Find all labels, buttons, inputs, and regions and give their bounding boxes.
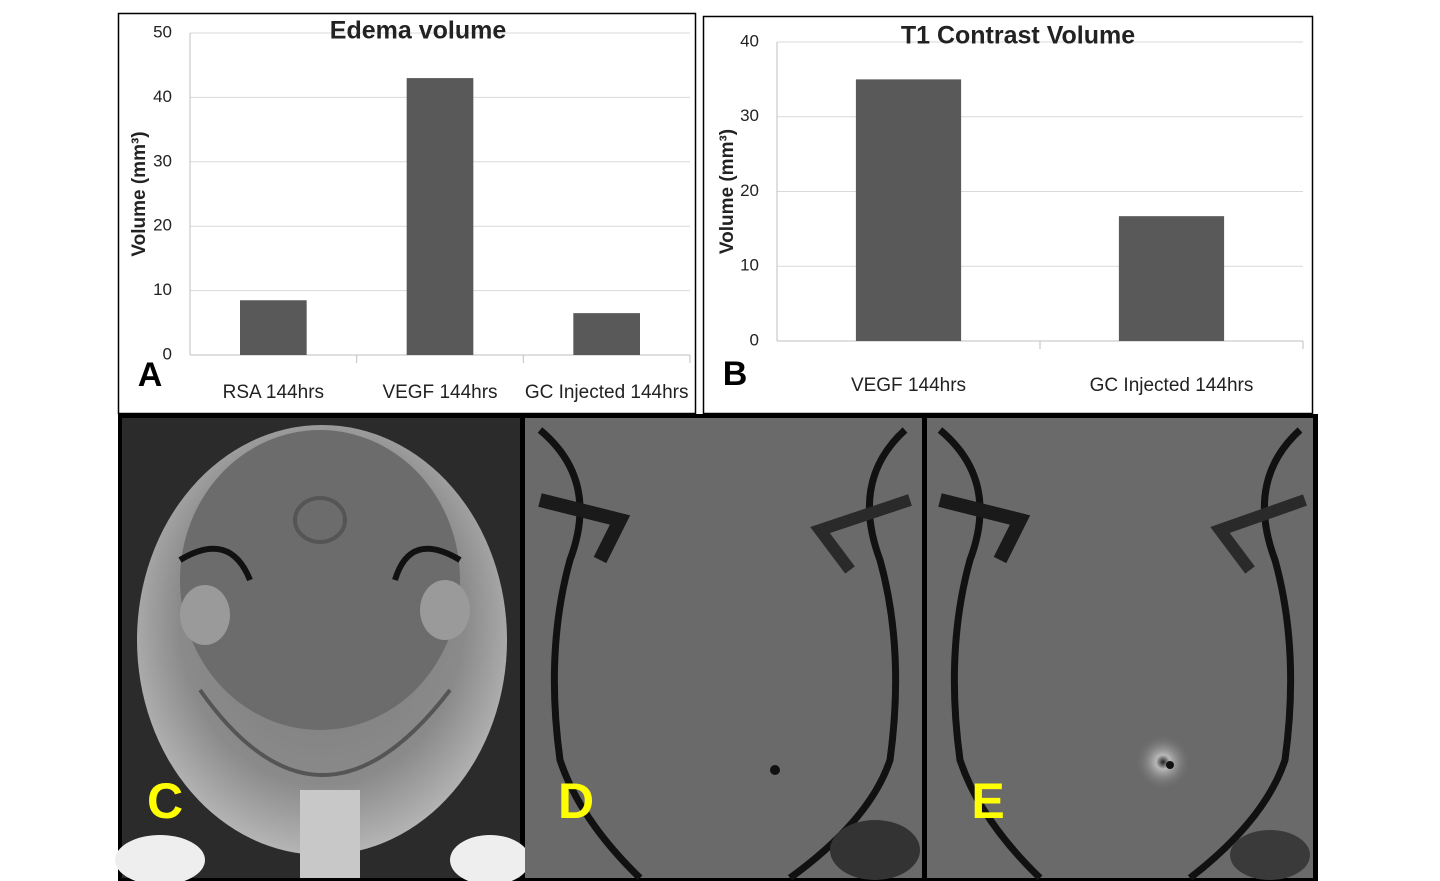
y-tick-label: 10 <box>740 256 759 275</box>
bar <box>406 78 474 355</box>
y-tick-label: 0 <box>750 330 759 349</box>
bar <box>855 79 962 341</box>
panel-label: E <box>971 773 1004 829</box>
panel-label: B <box>723 355 748 393</box>
y-tick-label: 20 <box>740 181 759 200</box>
bar <box>240 300 307 355</box>
y-tick-label: 30 <box>740 106 759 125</box>
x-tick-label: VEGF 144hrs <box>382 382 497 403</box>
y-tick-label: 30 <box>153 151 172 170</box>
panel-frame <box>702 15 1314 415</box>
y-tick-label: 40 <box>740 31 759 50</box>
x-tick-label: GC Injected 144hrs <box>525 382 689 403</box>
mri-image <box>525 418 922 881</box>
y-tick-label: 50 <box>153 22 172 41</box>
x-tick-label: VEGF 144hrs <box>851 375 966 396</box>
mri-panels: C D E <box>115 414 1318 881</box>
x-tick-label: GC Injected 144hrs <box>1090 375 1254 396</box>
panel-label: D <box>558 773 594 829</box>
panel-label: A <box>138 356 163 394</box>
panel-label: C <box>147 773 183 829</box>
bar <box>1118 216 1225 341</box>
y-axis-label: Volume (mm³) <box>717 129 738 254</box>
y-axis-label: Volume (mm³) <box>129 131 150 256</box>
x-tick-label: RSA 144hrs <box>223 382 324 403</box>
y-tick-label: 0 <box>163 344 172 363</box>
bar <box>573 313 640 355</box>
y-tick-label: 40 <box>153 87 172 106</box>
y-tick-label: 20 <box>153 216 172 235</box>
mri-image <box>115 418 530 881</box>
chart-title: Edema volume <box>330 17 507 45</box>
y-tick-label: 10 <box>153 280 172 299</box>
chart-title: T1 Contrast Volume <box>901 22 1135 50</box>
mri-image <box>927 418 1313 881</box>
